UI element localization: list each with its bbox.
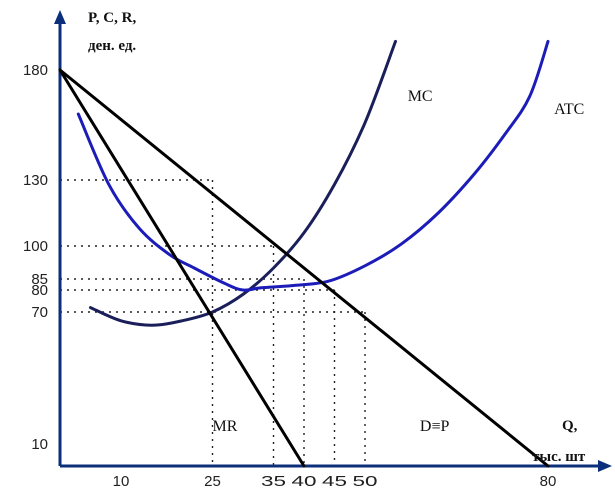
y-tick-label: 180 bbox=[23, 62, 48, 79]
y-tick-label: 80 bbox=[31, 282, 48, 299]
y-tick-label: 100 bbox=[23, 238, 48, 255]
x-tick-label: 35 bbox=[261, 473, 286, 488]
x-axis-arrow-icon bbox=[598, 460, 612, 472]
y-tick-label: 85 bbox=[31, 271, 48, 288]
y-tick-label: 130 bbox=[23, 172, 48, 189]
curve-dp bbox=[58, 68, 550, 468]
curve-mc bbox=[89, 39, 397, 327]
x-axis-title-line2: тыс. шт bbox=[532, 449, 586, 465]
y-axis-arrow-icon bbox=[54, 10, 66, 24]
curve-label-mr: MR bbox=[213, 418, 238, 435]
x-tick-label: 45 bbox=[322, 473, 347, 488]
curve-mr bbox=[58, 68, 306, 468]
axes bbox=[54, 10, 612, 472]
curve-label-atc: ATC bbox=[554, 101, 584, 118]
x-tick-label: 40 bbox=[292, 473, 317, 488]
curve-label-mc: MC bbox=[408, 88, 433, 105]
curve-labels: MC ATC MR D≡P bbox=[213, 88, 585, 435]
y-tick-label: 10 bbox=[31, 436, 48, 453]
y-axis-title-line2: ден. ед. bbox=[88, 38, 136, 54]
y-tick-label: 70 bbox=[31, 304, 48, 321]
x-tick-label: 50 bbox=[353, 473, 378, 488]
x-tick-label: 25 bbox=[204, 473, 221, 488]
x-axis-title-line1: Q, bbox=[562, 418, 578, 434]
x-tick-label: 80 bbox=[540, 473, 557, 488]
curve-atc bbox=[76, 39, 550, 292]
curve-label-dp: D≡P bbox=[420, 418, 450, 435]
y-axis-title-line1: P, C, R, bbox=[88, 10, 136, 26]
x-tick-labels: 10 25 35 40 45 50 80 bbox=[113, 473, 557, 488]
x-tick-label: 10 bbox=[113, 473, 130, 488]
curves bbox=[58, 39, 550, 468]
